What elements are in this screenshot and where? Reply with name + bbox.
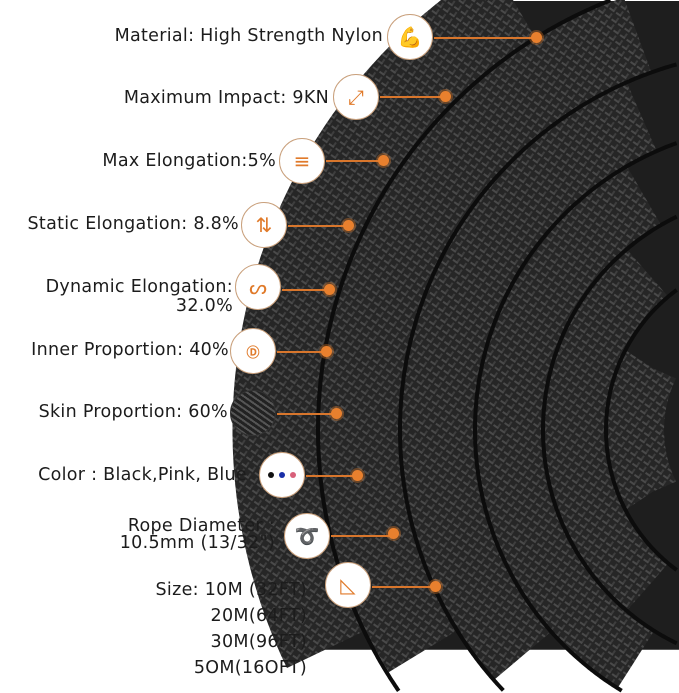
feature-inner-proportion: Inner Proportion: 40% <box>31 340 229 360</box>
callout-dot <box>531 32 542 43</box>
feature-size: Size: 10M (32FT) 20M(64FT) 30M(96FT) 5OM(16… <box>155 580 307 678</box>
leader-line <box>306 475 358 477</box>
color-dot-pink <box>290 472 296 478</box>
leader-line <box>282 289 330 291</box>
impact-rope-icon: ⤢ <box>333 74 379 120</box>
callout-dot <box>331 408 342 419</box>
feature-max-elongation: Max Elongation:5% <box>102 151 276 171</box>
feature-skin-proportion: Skin Proportion: 60% <box>38 402 228 422</box>
triangle-ruler-icon: ◺ <box>325 562 371 608</box>
callout-dot <box>343 220 354 231</box>
feature-color: Color : Black,Pink, Blue <box>38 465 247 485</box>
leader-line <box>434 37 537 39</box>
color-dot-black <box>268 472 274 478</box>
feature-static-elongation: Static Elongation: 8.8% <box>27 214 239 234</box>
callout-dot <box>321 346 332 357</box>
callout-dot <box>378 155 389 166</box>
rope-coil <box>401 83 657 680</box>
rope-coil-groove <box>604 288 678 572</box>
callout-dot <box>388 528 399 539</box>
feature-rope-diameter: Rope Diameter :10.5mm (13/32") <box>119 516 275 553</box>
color-dots-icon <box>259 452 305 498</box>
feature-dynamic-elongation: Dynamic Elongation: 32.0% <box>45 277 233 316</box>
rope-coil <box>544 249 669 611</box>
stretch-lines-icon: ≡ <box>279 138 325 184</box>
leader-line <box>380 96 446 98</box>
leader-line <box>331 535 394 537</box>
callout-dot <box>430 581 441 592</box>
wave-icon: ᔕ <box>235 264 281 310</box>
feature-max-impact: Maximum Impact: 9KN <box>123 88 329 108</box>
rope-coil <box>606 350 677 510</box>
leader-line <box>277 413 337 415</box>
callout-dot <box>324 284 335 295</box>
rope-coil-groove <box>473 141 678 693</box>
core-target-icon: Ⓓ <box>230 328 276 374</box>
color-dot-blue <box>279 472 285 478</box>
up-down-arrows-icon: ⇅ <box>241 202 287 248</box>
leader-line <box>326 160 384 162</box>
callout-dot <box>440 91 451 102</box>
muscle-icon: 💪 <box>387 14 433 60</box>
braid-texture-icon <box>230 390 276 436</box>
rope-coil <box>476 167 662 688</box>
rope-coil-groove <box>541 214 678 646</box>
callout-dot <box>352 470 363 481</box>
coiled-rope-icon: ➰ <box>284 513 330 559</box>
leader-line <box>372 586 436 588</box>
leader-line <box>277 351 327 353</box>
feature-material: Material: High Strength Nylon <box>114 26 383 46</box>
rope-coil <box>320 0 652 673</box>
leader-line <box>288 225 349 227</box>
